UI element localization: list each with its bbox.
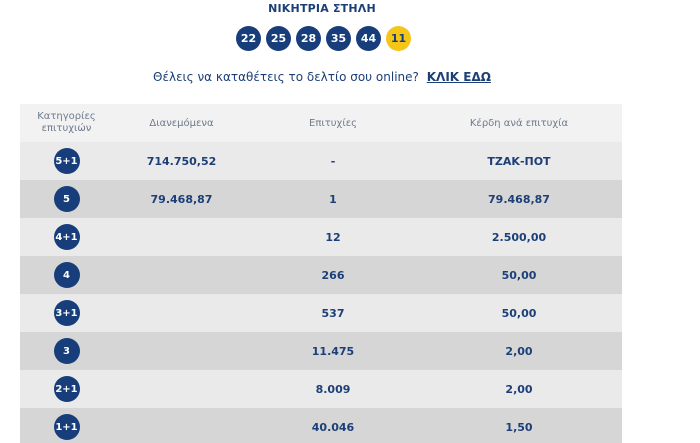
category-badge: 4	[53, 262, 80, 288]
header-category: Κατηγορίες επιτυχιών	[20, 111, 113, 135]
number-ball: 22	[236, 26, 261, 51]
joker-ball: 11	[386, 26, 411, 51]
prize-cell: 1,50	[505, 420, 533, 434]
winners-cell: 40.046	[311, 420, 355, 434]
category-badge: 4+1	[53, 224, 80, 250]
number-ball: 44	[356, 26, 381, 51]
distributed-cell: 714.750,52	[146, 154, 217, 168]
table-row: 5 79.468,87 1 79.468,87	[20, 180, 622, 218]
winners-cell: 8.009	[315, 382, 351, 396]
prize-cell: 2,00	[505, 382, 533, 396]
category-badge: 5+1	[53, 148, 80, 174]
category-badge: 2+1	[53, 376, 80, 402]
category-badge: 3	[53, 338, 80, 364]
prize-table: Κατηγορίες επιτυχιών Διανεμόμενα Επιτυχί…	[20, 104, 622, 443]
table-row: 4 266 50,00	[20, 256, 622, 294]
winners-cell: 537	[321, 306, 345, 320]
click-here-link[interactable]: ΚΛΙΚ ΕΔΩ	[426, 70, 491, 84]
prize-cell: 2,00	[505, 344, 533, 358]
prize-cell: 50,00	[501, 268, 537, 282]
number-ball: 28	[296, 26, 321, 51]
prize-cell: 2.500,00	[491, 230, 547, 244]
winners-cell: 12	[325, 230, 341, 244]
distributed-cell: 79.468,87	[150, 192, 213, 206]
header-category-line2: επιτυχιών	[41, 123, 92, 134]
winning-column-title: ΝΙΚΗΤΡΙΑ ΣΤΗΛΗ	[268, 2, 376, 15]
header-winners: Επιτυχίες	[309, 117, 357, 129]
header-category-line1: Κατηγορίες	[37, 111, 96, 122]
number-ball: 25	[266, 26, 291, 51]
winning-numbers: 22 25 28 35 44 11	[236, 26, 411, 51]
header-prize: Κέρδη ανά επιτυχία	[469, 117, 569, 129]
online-banner: Θέλεις να καταθέτεις το δελτίο σου onlin…	[0, 70, 644, 84]
table-row: 5+1 714.750,52 - ΤΖΑΚ-ΠΟΤ	[20, 142, 622, 180]
prize-cell: 50,00	[501, 306, 537, 320]
winners-cell: -	[330, 154, 336, 168]
category-badge: 3+1	[53, 300, 80, 326]
winners-cell: 11.475	[311, 344, 355, 358]
prize-cell: ΤΖΑΚ-ΠΟΤ	[487, 154, 551, 168]
category-badge: 1+1	[53, 414, 80, 440]
table-row: 3 11.475 2,00	[20, 332, 622, 370]
number-ball: 35	[326, 26, 351, 51]
table-row: 1+1 40.046 1,50	[20, 408, 622, 443]
online-text: Θέλεις να καταθέτεις το δελτίο σου onlin…	[153, 70, 419, 84]
table-header: Κατηγορίες επιτυχιών Διανεμόμενα Επιτυχί…	[20, 104, 622, 142]
prize-cell: 79.468,87	[488, 192, 550, 206]
table-row: 4+1 12 2.500,00	[20, 218, 622, 256]
winners-cell: 266	[321, 268, 345, 282]
winners-cell: 1	[329, 192, 337, 206]
table-row: 3+1 537 50,00	[20, 294, 622, 332]
header-distributed: Διανεμόμενα	[149, 117, 214, 129]
category-badge: 5	[53, 186, 80, 212]
table-row: 2+1 8.009 2,00	[20, 370, 622, 408]
